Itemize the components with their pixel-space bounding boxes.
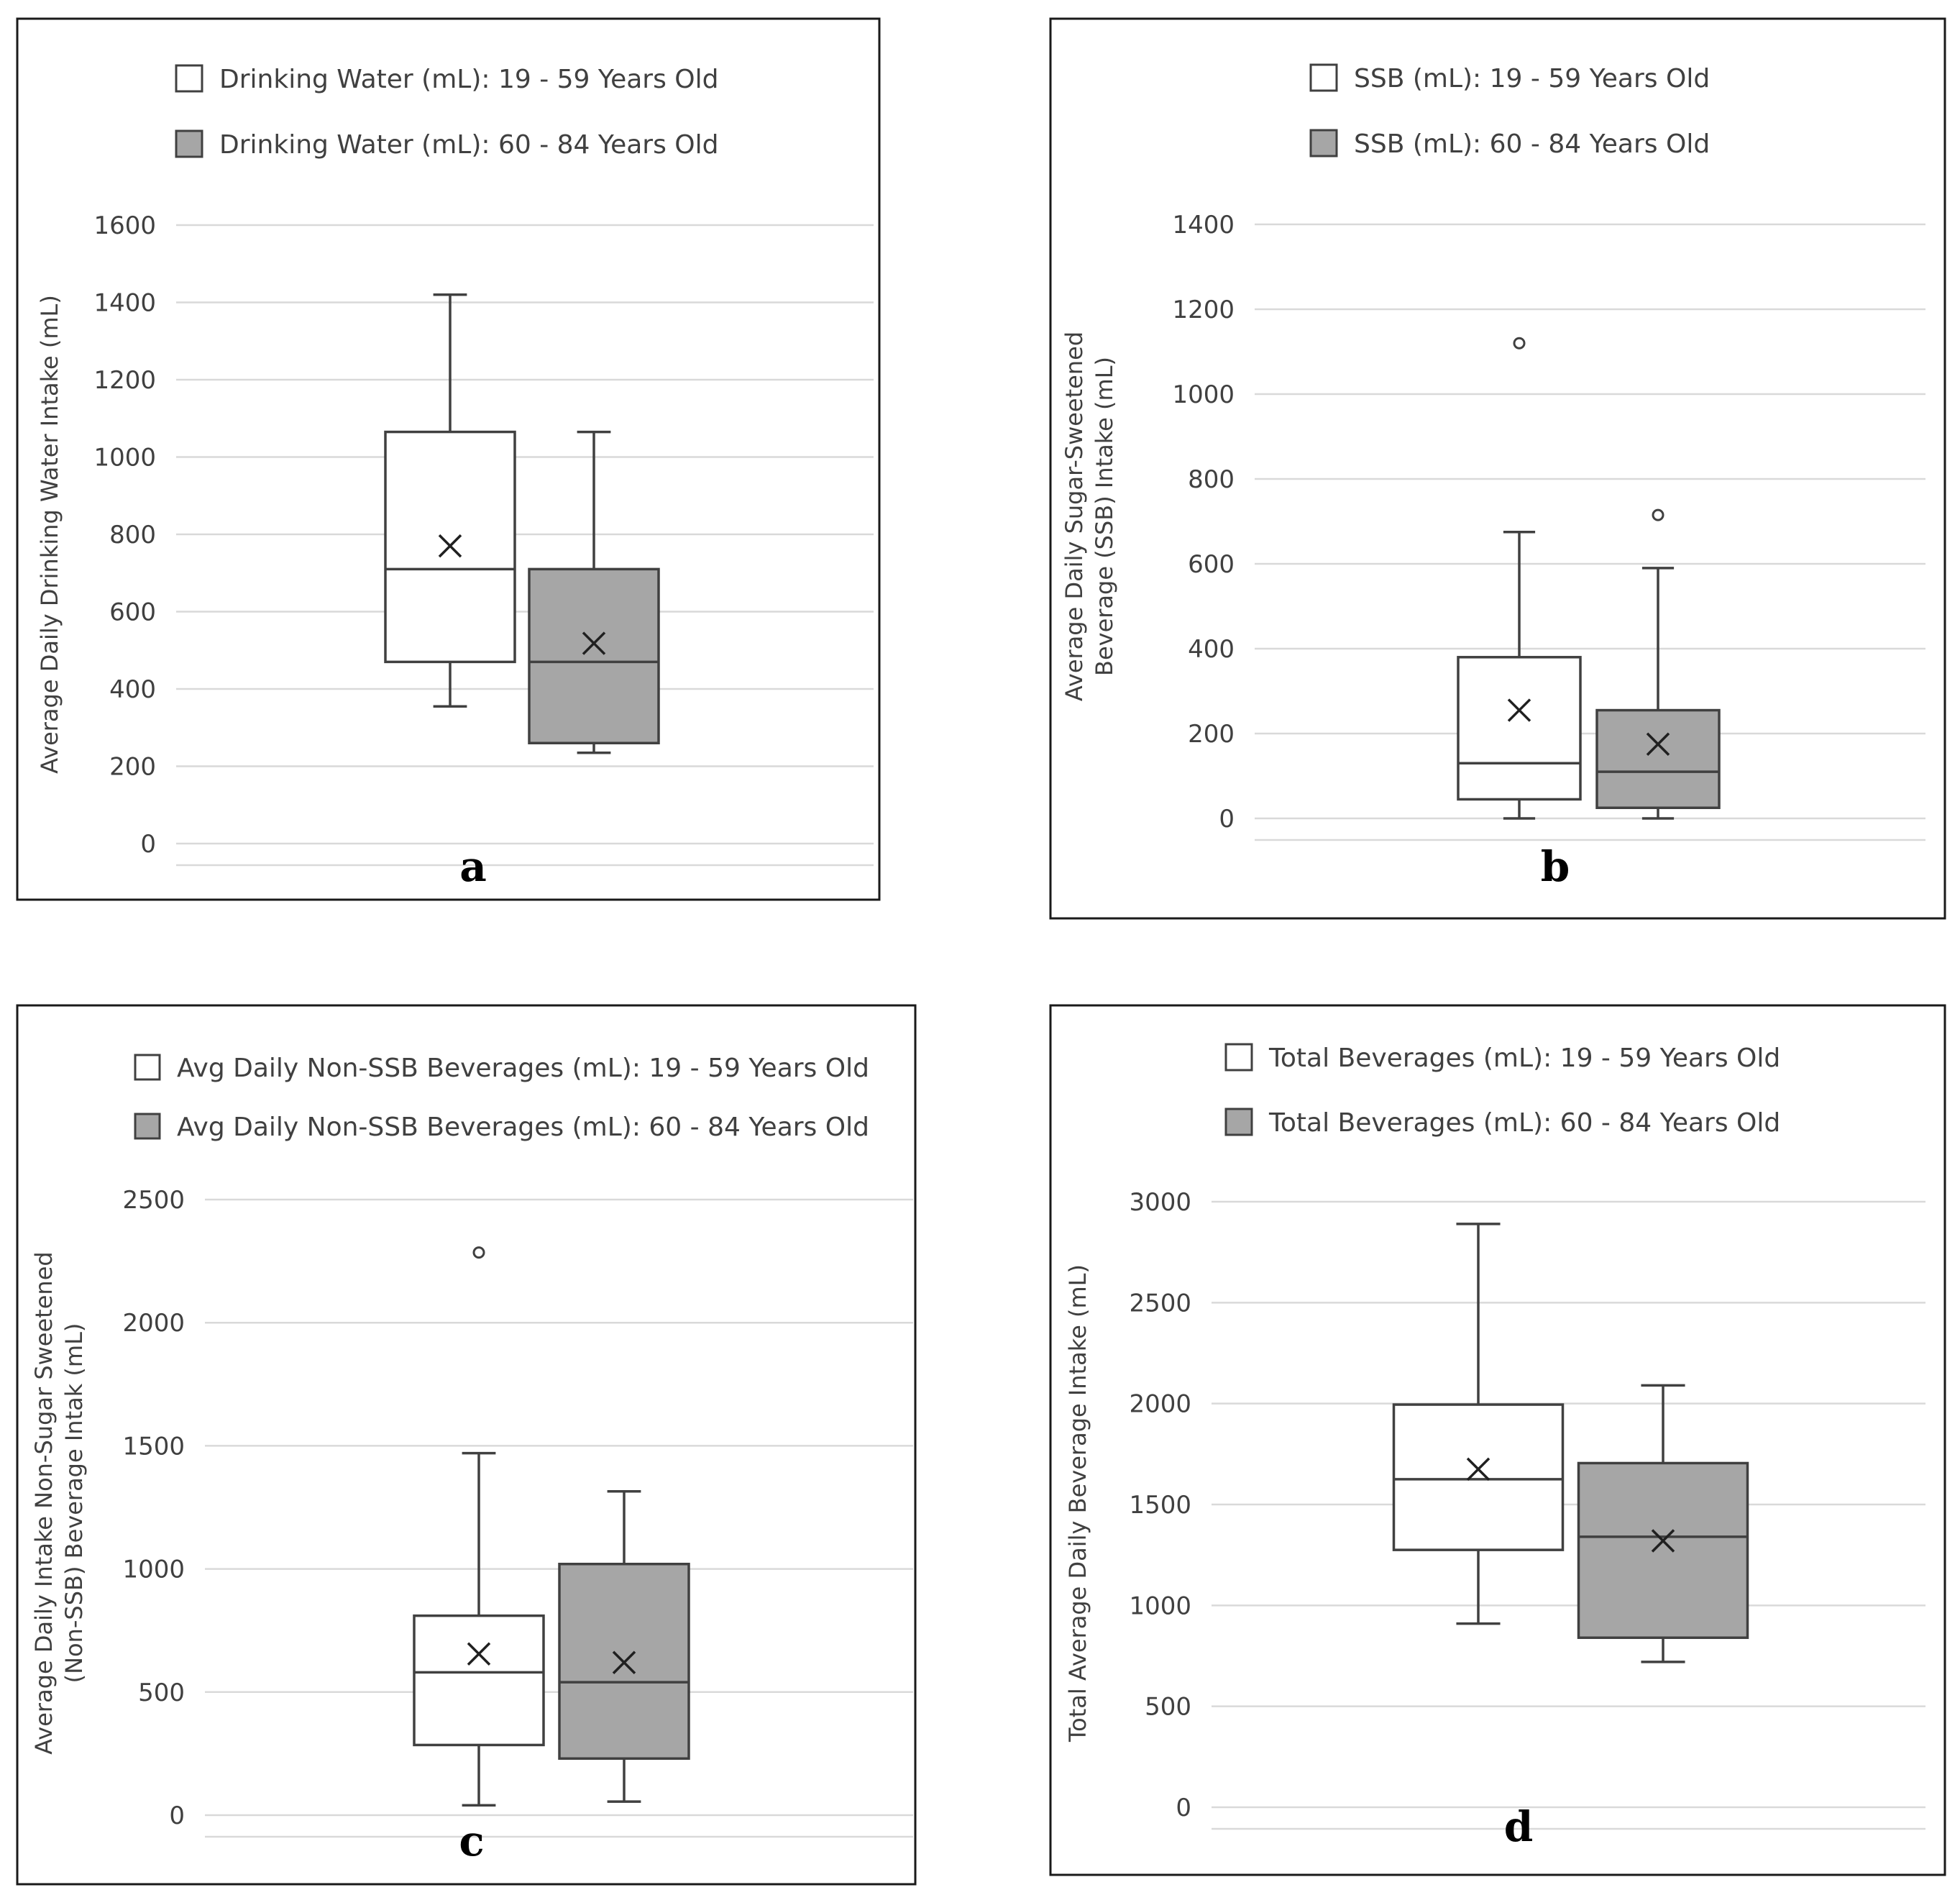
- legend-swatch-60-84: [175, 129, 203, 158]
- mean-marker-60-84: [582, 631, 606, 655]
- legend-label-60-84: Drinking Water (mL): 60 - 84 Years Old: [219, 130, 719, 160]
- y-tick-label: 0: [1176, 1794, 1191, 1822]
- legend-label-19-59: SSB (mL): 19 - 59 Years Old: [1354, 64, 1710, 93]
- y-tick-label: 600: [109, 598, 156, 627]
- legend-label-19-59: Total Beverages (mL): 19 - 59 Years Old: [1268, 1044, 1780, 1073]
- y-tick-label: 0: [169, 1802, 185, 1830]
- box-19-59: [1392, 1403, 1565, 1551]
- box-19-59: [1457, 656, 1582, 801]
- box-60-84: [528, 567, 660, 744]
- y-tick-label: 1500: [122, 1432, 185, 1461]
- panel-d: 0 500 1000 1500 2000 2500 3000 Total Average Da…: [1049, 1004, 1946, 1876]
- legend-swatch-19-59: [134, 1054, 161, 1081]
- y-tick-label: 200: [109, 753, 156, 782]
- y-tick-label: 400: [1188, 635, 1235, 664]
- y-tick-label: 2500: [122, 1186, 185, 1215]
- panel-letter: b: [1541, 842, 1570, 891]
- y-axis-label-line: Average Daily Drinking Water Intake (mL): [36, 295, 63, 774]
- y-axis-label: Average Daily Sugar-Sweetened Beverage (S…: [1061, 332, 1118, 701]
- y-tick-label: 2000: [1129, 1390, 1191, 1419]
- panel-b: 0 200 400 600 800 1000 1200 1400 Average Daily S…: [1049, 17, 1946, 920]
- legend-label-19-59: Avg Daily Non-SSB Beverages (mL): 19 - 5…: [177, 1054, 869, 1083]
- y-tick-label: 1000: [1129, 1592, 1191, 1620]
- y-tick-label: 0: [140, 830, 156, 859]
- outlier-point-19-59: [472, 1246, 485, 1259]
- mean-marker-19-59: [1466, 1457, 1490, 1481]
- y-tick-label: 1200: [93, 366, 156, 395]
- y-tick-label: 1400: [1172, 211, 1235, 239]
- y-tick-label: 2000: [122, 1309, 185, 1338]
- legend-swatch-60-84: [1309, 129, 1338, 157]
- mean-marker-60-84: [1651, 1529, 1675, 1553]
- box-60-84: [1595, 708, 1721, 809]
- box-60-84: [1577, 1461, 1749, 1639]
- y-axis-label: Total Average Daily Beverage Intake (mL): [1064, 1264, 1091, 1743]
- y-axis-label-line: Average Daily Intake Non-Sugar Sweetened: [30, 1251, 58, 1754]
- y-tick-label: 600: [1188, 550, 1235, 579]
- legend-swatch-60-84: [134, 1113, 161, 1140]
- y-tick-label: 500: [138, 1679, 185, 1707]
- legend-swatch-19-59: [1224, 1043, 1253, 1072]
- y-axis-label: Average Daily Intake Non-Sugar Sweetened…: [30, 1251, 88, 1754]
- panel-letter: a: [459, 842, 487, 891]
- legend-label-60-84: Total Beverages (mL): 60 - 84 Years Old: [1268, 1108, 1780, 1138]
- y-tick-label: 1500: [1129, 1491, 1191, 1520]
- y-tick-label: 500: [1145, 1693, 1191, 1722]
- mean-marker-19-59: [1507, 698, 1531, 722]
- y-tick-label: 1400: [93, 289, 156, 318]
- box-19-59: [413, 1614, 545, 1747]
- y-tick-label: 200: [1188, 720, 1235, 749]
- y-tick-label: 0: [1219, 805, 1235, 834]
- y-tick-label: 800: [1188, 465, 1235, 494]
- y-axis-label-line: Total Average Daily Beverage Intake (mL): [1064, 1264, 1091, 1743]
- y-tick-label: 1000: [93, 444, 156, 472]
- legend-label-19-59: Drinking Water (mL): 19 - 59 Years Old: [219, 65, 719, 94]
- y-tick-label: 800: [109, 521, 156, 549]
- panel-a: 0 200 400 600 800 1000 1200 1400 1600 Average Dai…: [16, 17, 881, 901]
- outlier-point-60-84: [1652, 508, 1664, 521]
- legend-swatch-19-59: [1309, 63, 1338, 92]
- y-tick-label: 1000: [122, 1556, 185, 1584]
- y-tick-label: 1600: [93, 211, 156, 240]
- y-tick-label: 400: [109, 675, 156, 704]
- y-tick-label: 2500: [1129, 1289, 1191, 1318]
- y-tick-label: 1200: [1172, 296, 1235, 324]
- legend-label-60-84: Avg Daily Non-SSB Beverages (mL): 60 - 8…: [177, 1113, 869, 1142]
- y-axis-label-line: (Non-SSB) Beverage Intak (mL): [60, 1323, 88, 1684]
- panel-letter: d: [1504, 1802, 1534, 1851]
- mean-marker-19-59: [467, 1642, 491, 1666]
- y-axis-label-line: Beverage (SSB) Intake (mL): [1091, 357, 1118, 676]
- mean-marker-60-84: [1646, 732, 1670, 756]
- y-axis-label: Average Daily Drinking Water Intake (mL): [36, 295, 63, 774]
- legend-label-60-84: SSB (mL): 60 - 84 Years Old: [1354, 129, 1710, 159]
- y-tick-label: 1000: [1172, 380, 1235, 409]
- legend-swatch-19-59: [175, 64, 203, 93]
- mean-marker-60-84: [612, 1650, 636, 1674]
- legend-swatch-60-84: [1224, 1108, 1253, 1136]
- y-axis-label-line: Average Daily Sugar-Sweetened: [1061, 332, 1088, 701]
- mean-marker-19-59: [438, 534, 462, 558]
- outlier-point-19-59: [1513, 337, 1526, 350]
- y-tick-label: 3000: [1129, 1188, 1191, 1217]
- panel-c: 0 500 1000 1500 2000 2500 Average Daily Intake…: [16, 1004, 917, 1886]
- panel-letter: c: [459, 1817, 484, 1866]
